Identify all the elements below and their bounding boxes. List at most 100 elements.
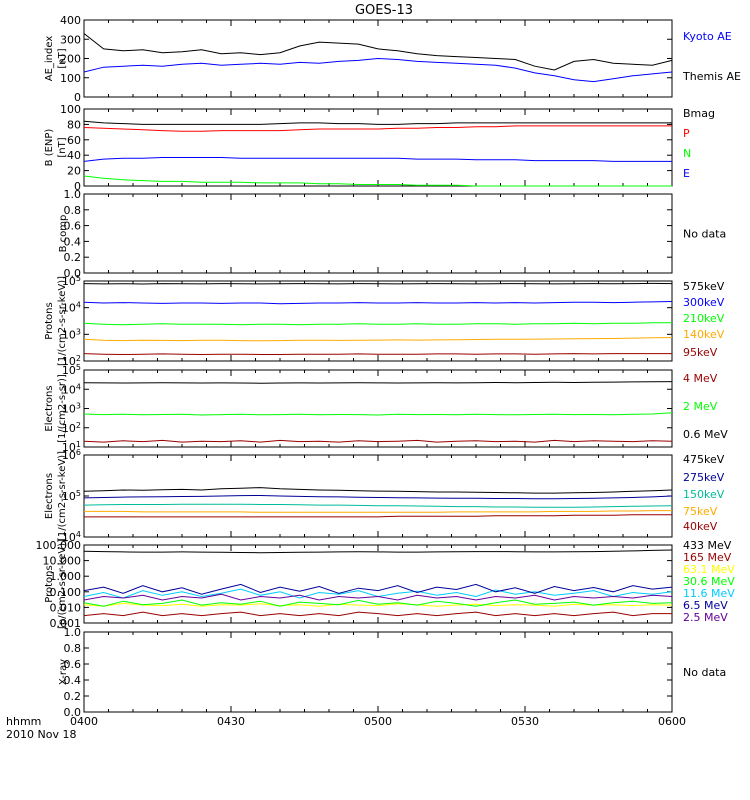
series-line-4-mev bbox=[83, 439, 673, 443]
series-line-475kev bbox=[83, 487, 673, 494]
x-axis-tick-labels: 0400 0430 0500 0530 0600 bbox=[70, 715, 686, 728]
y-tick-label: 0 bbox=[74, 91, 81, 104]
y-tick-label: 200 bbox=[60, 53, 81, 66]
legend-entry: 210keV bbox=[683, 312, 725, 325]
legend-entry: Themis AE bbox=[682, 70, 741, 83]
series-line-150kev bbox=[83, 503, 673, 508]
y-tick-label: 0.0 bbox=[64, 706, 82, 719]
legend-entry: 95keV bbox=[683, 346, 718, 359]
plot-frame bbox=[83, 369, 673, 448]
y-axis-label: B (ENP) bbox=[44, 129, 55, 167]
y-tick-label: 10.000 bbox=[43, 555, 82, 568]
series-line-6.5-mev bbox=[83, 583, 673, 595]
y-tick-label: 0.2 bbox=[64, 690, 82, 703]
y-tick-label: 60 bbox=[67, 134, 81, 147]
legend-entry: 75keV bbox=[683, 505, 718, 518]
y-tick-label: 1.0 bbox=[64, 188, 82, 201]
y-axis-label: [nT] bbox=[57, 48, 68, 68]
legend-entry: 30.6 MeV bbox=[683, 575, 735, 588]
y-tick-label: 1.0 bbox=[64, 626, 82, 639]
series-line-40kev bbox=[84, 514, 672, 518]
legend-entry: 63.1 MeV bbox=[683, 563, 735, 576]
y-tick-label: 0.010 bbox=[50, 601, 82, 614]
panel-1: 0 100 200 300 400 AE_index [nT] Kyoto AE Themis … bbox=[44, 14, 741, 104]
chart-title: GOES-13 bbox=[355, 3, 413, 18]
y-tick-label: 400 bbox=[60, 14, 81, 27]
series-line-p bbox=[83, 125, 672, 132]
legend-entry: E bbox=[683, 167, 690, 180]
legend-entry: 575keV bbox=[683, 280, 725, 293]
y-axis-label: [p/(cm2-s-sr-keV)] bbox=[57, 539, 68, 629]
y-axis-label: Electrons bbox=[44, 473, 55, 519]
series-line-95kev bbox=[83, 353, 672, 356]
date-label: 2010 Nov 18 bbox=[6, 728, 76, 741]
plot-frame bbox=[83, 631, 673, 713]
y-axis-label: X-ray bbox=[58, 659, 69, 685]
y-tick-label: 102 bbox=[62, 354, 81, 368]
y-tick-label: 0.8 bbox=[64, 204, 82, 217]
plot-frame bbox=[83, 280, 673, 362]
legend-entry: 0.6 MeV bbox=[683, 428, 728, 441]
plot-frame bbox=[83, 108, 673, 187]
y-tick-label: 103 bbox=[62, 327, 81, 341]
x-tick-label: 0500 bbox=[364, 715, 392, 728]
series-line-themis-ae bbox=[83, 33, 673, 71]
legend-entry: P bbox=[683, 127, 690, 140]
y-tick-label: 300 bbox=[60, 33, 81, 46]
legend-entry: 11.6 MeV bbox=[683, 587, 735, 600]
y-tick-label: 101 bbox=[62, 440, 81, 454]
series-line-140kev bbox=[83, 337, 673, 342]
y-axis-label: B comp bbox=[58, 215, 69, 253]
x-tick-label: 0400 bbox=[70, 715, 98, 728]
y-tick-label: 104 bbox=[62, 301, 81, 315]
legend-entry: Bmag bbox=[683, 107, 715, 120]
series-line-30.6-mev bbox=[83, 599, 673, 607]
y-tick-label: 0.0 bbox=[64, 267, 82, 280]
plot-frame bbox=[83, 454, 673, 538]
series-line-0.6-mev bbox=[83, 381, 673, 384]
y-tick-label: 20 bbox=[67, 165, 81, 178]
y-tick-label: 0.4 bbox=[64, 235, 82, 248]
series-line-bmag bbox=[83, 120, 672, 125]
time-axis-label: hhmm bbox=[6, 715, 41, 728]
legend-entry: 433 MeV bbox=[683, 539, 732, 552]
y-tick-label: 100.000 bbox=[36, 539, 82, 552]
no-data-note: No data bbox=[683, 228, 726, 241]
x-tick-label: 0530 bbox=[511, 715, 539, 728]
y-tick-label: 0.4 bbox=[64, 674, 82, 687]
no-data-note: No data bbox=[683, 666, 726, 679]
legend-entry: 300keV bbox=[683, 296, 725, 309]
y-tick-label: 104 bbox=[62, 530, 81, 544]
panel-6: 104 105 106 Electrons [1/(cm2-s-sr-keV)] 475k… bbox=[44, 448, 725, 544]
y-axis-label: Electrons bbox=[44, 385, 55, 431]
y-tick-label: 105 bbox=[62, 274, 81, 288]
plot-frame bbox=[83, 193, 673, 274]
y-tick-label: 0.001 bbox=[50, 617, 82, 630]
y-tick-label: 105 bbox=[62, 489, 81, 503]
legend-entry: 40keV bbox=[683, 520, 718, 533]
panel-7: 0.001 0.010 0.100 1.000 10.000 100.000 Protons… bbox=[36, 539, 736, 630]
series-line-n bbox=[83, 175, 672, 187]
y-tick-label: 0.6 bbox=[64, 220, 82, 233]
x-tick-label: 0600 bbox=[658, 715, 686, 728]
y-tick-label: 1.000 bbox=[50, 570, 82, 583]
y-tick-label: 100 bbox=[60, 103, 81, 116]
y-tick-label: 102 bbox=[62, 421, 81, 435]
y-tick-label: 0.100 bbox=[50, 586, 82, 599]
y-tick-label: 103 bbox=[62, 402, 81, 416]
x-tick-label: 0430 bbox=[217, 715, 245, 728]
y-tick-label: 100 bbox=[60, 72, 81, 85]
legend-entry: 4 MeV bbox=[683, 372, 718, 385]
panel-8: 0.0 0.2 0.4 0.6 0.8 1.0 X-ray No data bbox=[58, 626, 726, 719]
y-axis-label: Protons bbox=[44, 302, 55, 339]
legend-entry: 275keV bbox=[683, 471, 725, 484]
legend-entry: 475keV bbox=[683, 453, 725, 466]
y-tick-label: 0.6 bbox=[64, 658, 82, 671]
y-axis-label: [1/(cm2-s-sr-keV)] bbox=[57, 451, 68, 541]
y-axis-label: AE_index bbox=[44, 36, 55, 82]
y-tick-label: 106 bbox=[62, 448, 81, 462]
y-axis-label: [1/(cm2-s-sr)] bbox=[57, 374, 68, 443]
series-line-75kev bbox=[84, 510, 672, 513]
